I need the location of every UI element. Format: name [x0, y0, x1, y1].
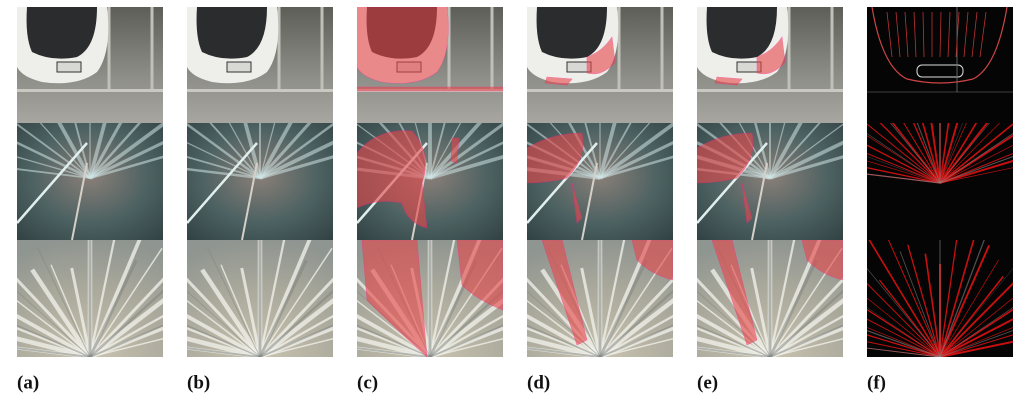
lane — [527, 89, 673, 92]
panel-label: (b) — [187, 372, 210, 393]
image-cell — [187, 7, 333, 123]
panel-label: (c) — [357, 372, 378, 393]
lane — [697, 89, 843, 92]
image-cell — [867, 7, 1013, 123]
image-cell — [357, 7, 503, 123]
lane — [17, 89, 163, 92]
image-cell — [697, 7, 843, 123]
figure: (a) (b) (c) (d) (e) (f) — [0, 0, 1029, 403]
plate — [227, 62, 251, 72]
panel-label: (f) — [867, 372, 886, 393]
panel-label: (a) — [17, 372, 39, 393]
image-cell — [527, 7, 673, 123]
panel-label: (d) — [527, 372, 550, 393]
plate — [57, 62, 81, 72]
lane — [187, 89, 333, 92]
panel-label: (e) — [697, 372, 718, 393]
image-cell — [17, 7, 163, 123]
